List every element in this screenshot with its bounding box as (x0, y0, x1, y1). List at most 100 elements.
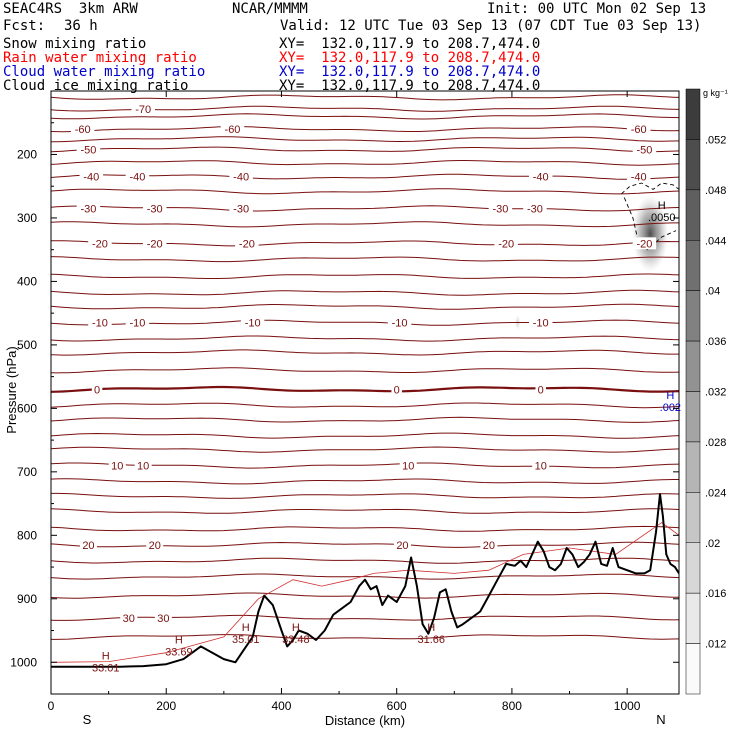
contour-label: 10 (137, 460, 149, 472)
south-end-label: S (83, 712, 92, 727)
contour-label: -40 (233, 172, 249, 184)
y-tick-label: 1000 (10, 655, 37, 669)
contour-label: 20 (483, 540, 495, 552)
cloud-ice-contour (621, 182, 679, 195)
colorbar-swatch (685, 189, 701, 241)
temperature-contour-line (51, 592, 679, 599)
maximum-value: .002 (660, 402, 681, 414)
contour-label: -40 (83, 172, 99, 184)
y-tick-label: 700 (17, 465, 37, 479)
temperature-contour-line (51, 402, 679, 409)
contour-label: -40 (631, 172, 647, 184)
temperature-contour-line (51, 303, 679, 310)
temperature-contour-line (51, 492, 679, 499)
forecast-label: Fcst: (3, 18, 46, 34)
temperature-contour-line (51, 525, 679, 532)
y-tick-label: 600 (17, 401, 37, 415)
terrain-line (51, 493, 679, 668)
contour-label: -70 (135, 104, 151, 116)
temperature-contour-line (51, 634, 679, 640)
field-xy-cloud-ice: XY= 132.0,117.9 to 208.7,474.0 (279, 78, 541, 94)
temperature-contour-line (51, 335, 679, 342)
cloud-ice-contour (623, 197, 677, 251)
temperature-contour-line (51, 349, 679, 356)
colorbar-swatch (685, 643, 701, 695)
colorbar-unit: g kg⁻¹ (703, 88, 728, 98)
maximum-value: 33.69 (165, 647, 193, 659)
temperature-contour-line (51, 367, 679, 374)
maximum-value: 33.01 (92, 662, 120, 674)
contour-label: -50 (80, 144, 96, 156)
colorbar-tick-label: .048 (705, 185, 726, 197)
cloud-ice-shading (632, 195, 669, 272)
field-name-cloud-water: Cloud water mixing ratio (3, 64, 206, 80)
rain-water-contour (51, 522, 679, 663)
maximum-mark: H (666, 390, 674, 402)
x-tick-label: 1000 (614, 699, 641, 713)
colorbar-swatch (685, 592, 701, 644)
contour-label: -60 (225, 124, 241, 136)
colorbar-swatch (685, 492, 701, 544)
y-tick-label: 300 (17, 211, 37, 225)
contour-label: -20 (92, 238, 108, 250)
temperature-contour-line (51, 160, 679, 166)
forecast-hours: 36 h (64, 18, 98, 34)
maximum-mark: H (292, 622, 300, 634)
temperature-contour-line (51, 508, 679, 514)
colorbar-tick-label: .028 (705, 437, 726, 449)
maximum-value: 31.66 (417, 634, 445, 646)
temperature-contour-line (51, 385, 679, 393)
contour-label: -10 (533, 318, 549, 330)
temperature-contour-line (51, 256, 679, 263)
contour-label: 10 (402, 460, 414, 472)
temperature-contour-line (51, 136, 679, 143)
colorbar-swatch (685, 542, 701, 594)
contour-label: 20 (149, 540, 161, 552)
x-tick-label: 400 (271, 699, 291, 713)
contour-label: -20 (498, 238, 514, 250)
colorbar-swatch (685, 391, 701, 443)
maximum-mark: H (175, 635, 183, 647)
colorbar-swatch (685, 340, 701, 392)
maximum-value: 35.01 (232, 634, 260, 646)
colorbar-tick-label: .036 (705, 336, 726, 348)
field-name-rain: Rain water mixing ratio (3, 50, 197, 66)
maximum-value: .0050 (648, 212, 676, 224)
plot-frame (50, 90, 680, 695)
init-time: Init: 00 UTC Mon 02 Sep 13 (487, 1, 707, 17)
temperature-contour-line (51, 289, 679, 296)
temperature-contour-line (51, 446, 679, 453)
contour-label: -50 (636, 144, 652, 156)
maximum-value: 33.48 (282, 634, 310, 646)
field-name-cloud-ice: Cloud ice mixing ratio (3, 78, 189, 94)
contour-label: -30 (527, 203, 543, 215)
x-tick-label: 200 (156, 699, 176, 713)
temperature-contour-line (51, 416, 679, 423)
valid-time: Valid: 12 UTC Tue 03 Sep 13 (07 CDT Tue … (280, 18, 702, 34)
colorbar-tick-label: .04 (705, 286, 720, 298)
maximum-mark: H (427, 622, 435, 634)
contour-label: 30 (157, 613, 169, 625)
institution-label: NCAR/MMMM (232, 1, 308, 17)
contour-label: -60 (631, 124, 647, 136)
field-xy-snow: XY= 132.0,117.9 to 208.7,474.0 (279, 36, 541, 52)
contour-label: -30 (492, 203, 508, 215)
contour-label: -10 (92, 318, 108, 330)
north-end-label: N (656, 712, 665, 727)
temperature-contour-line (51, 432, 679, 439)
contour-label: -10 (245, 318, 261, 330)
temperature-contour-line (51, 573, 679, 580)
y-tick-label: 200 (17, 147, 37, 161)
colorbar-tick-label: .052 (705, 134, 726, 146)
colorbar-swatch (685, 139, 701, 191)
colorbar-swatch (685, 441, 701, 493)
contour-label: 0 (538, 384, 544, 396)
temperature-contour-line (51, 273, 679, 279)
contour-label: -20 (636, 238, 652, 250)
contour-label: -40 (129, 172, 145, 184)
temperature-contour-line (51, 105, 679, 112)
temperature-contour-line (51, 173, 679, 180)
temperature-contour-line (51, 319, 679, 326)
contour-label: -20 (147, 238, 163, 250)
